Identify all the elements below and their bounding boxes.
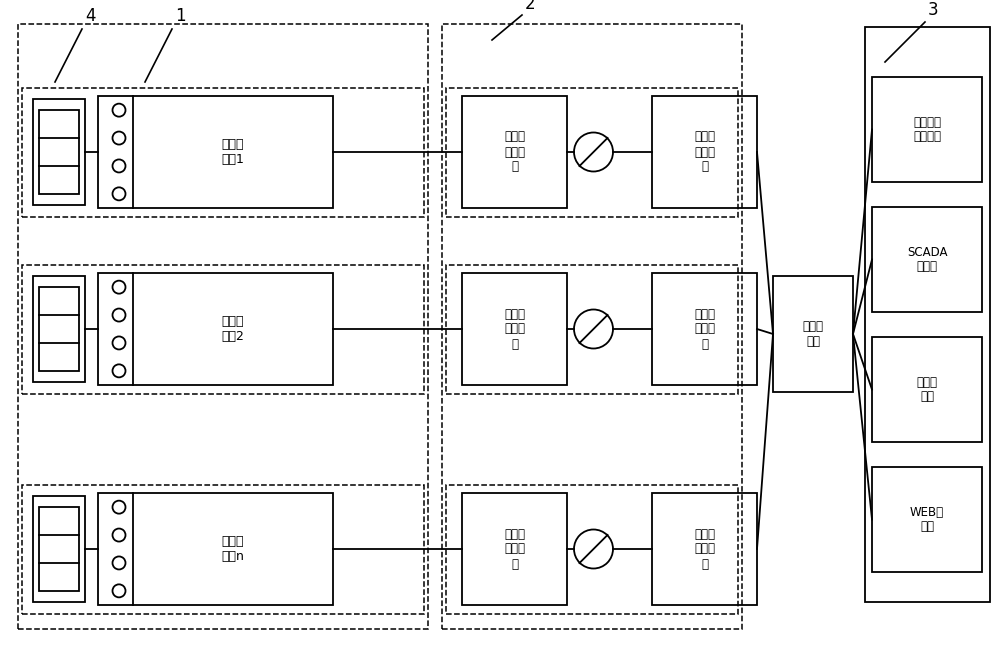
Text: SCADA
服务器: SCADA 服务器: [907, 246, 947, 273]
Bar: [872, 467, 982, 572]
Text: 1: 1: [175, 7, 186, 25]
Bar: [18, 24, 428, 629]
Text: 3: 3: [928, 1, 939, 19]
Bar: [652, 273, 757, 385]
Bar: [442, 24, 742, 629]
Bar: [872, 77, 982, 182]
Bar: [652, 96, 757, 208]
Bar: [446, 265, 738, 394]
Text: 2: 2: [525, 0, 536, 13]
Text: 终端服
务器: 终端服 务器: [803, 320, 824, 348]
Text: 历史服
务器: 历史服 务器: [917, 376, 938, 403]
Text: 前端光
传输设
备: 前端光 传输设 备: [504, 307, 525, 350]
Bar: [462, 493, 567, 605]
Bar: [22, 87, 424, 217]
Text: 前端光
传输设
备: 前端光 传输设 备: [504, 528, 525, 570]
Bar: [39, 110, 79, 194]
Bar: [773, 276, 853, 392]
Text: 通讯管
理机n: 通讯管 理机n: [222, 535, 244, 563]
Bar: [33, 277, 85, 382]
Bar: [872, 207, 982, 312]
Text: WEB服
务器: WEB服 务器: [910, 505, 944, 533]
Bar: [98, 96, 333, 208]
Text: 调度工作
站服务器: 调度工作 站服务器: [913, 116, 941, 143]
Text: 后端光
传输设
备: 后端光 传输设 备: [694, 307, 715, 350]
Bar: [98, 273, 333, 385]
Text: 后端光
传输设
备: 后端光 传输设 备: [694, 528, 715, 570]
Bar: [446, 484, 738, 614]
Text: 通讯管
理机1: 通讯管 理机1: [222, 138, 244, 166]
Text: 通讯管
理机2: 通讯管 理机2: [222, 315, 244, 343]
Bar: [865, 27, 990, 602]
Bar: [22, 484, 424, 614]
Bar: [652, 493, 757, 605]
Text: 前端光
传输设
备: 前端光 传输设 备: [504, 131, 525, 173]
Bar: [98, 493, 333, 605]
Bar: [33, 496, 85, 602]
Bar: [446, 87, 738, 217]
Bar: [39, 287, 79, 371]
Text: 后端光
传输设
备: 后端光 传输设 备: [694, 131, 715, 173]
Bar: [22, 265, 424, 394]
Bar: [462, 96, 567, 208]
Bar: [39, 507, 79, 591]
Bar: [872, 337, 982, 442]
Bar: [33, 99, 85, 205]
Bar: [462, 273, 567, 385]
Text: 4: 4: [85, 7, 96, 25]
